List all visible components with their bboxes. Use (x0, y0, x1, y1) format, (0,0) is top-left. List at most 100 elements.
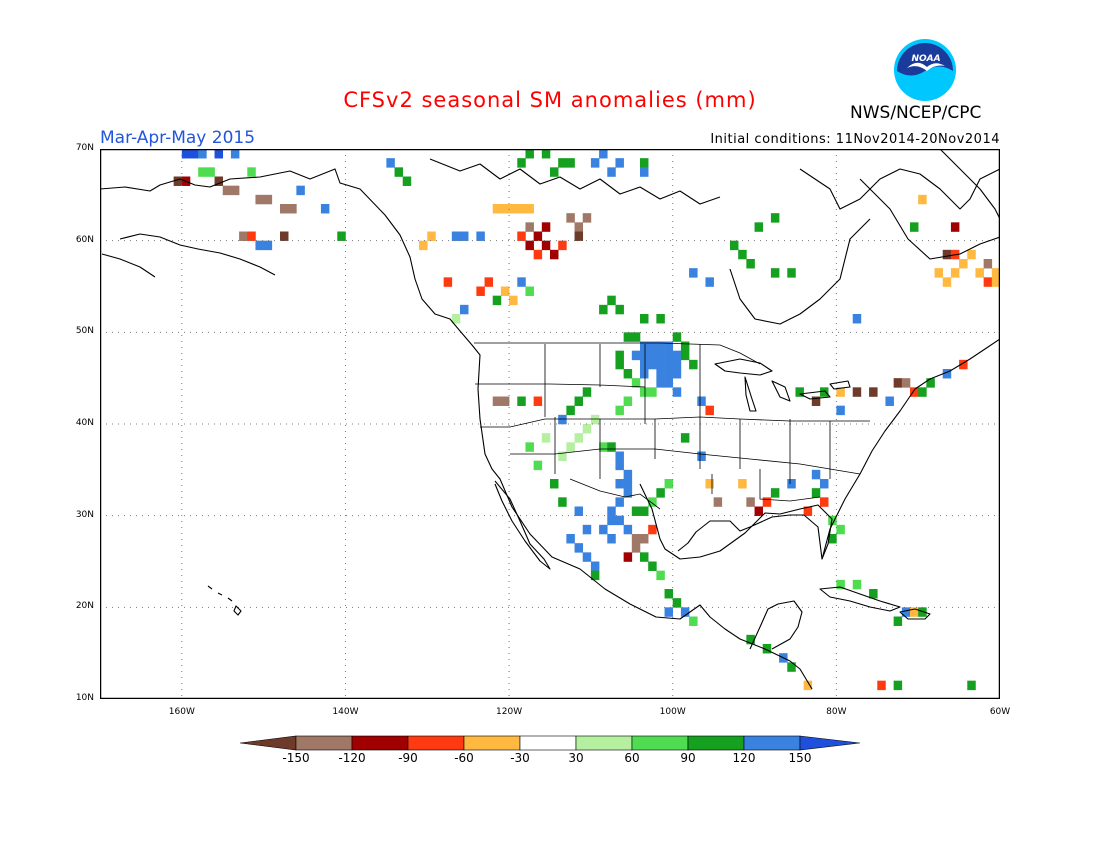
anomaly-cell (615, 497, 624, 507)
lon-label: 100W (659, 707, 686, 717)
anomaly-cell (541, 433, 551, 443)
anomaly-cell (607, 295, 616, 306)
anomaly-cell (893, 378, 903, 388)
lon-label: 160W (168, 707, 195, 717)
anomaly-cell (607, 442, 616, 452)
anomaly-cell (672, 369, 682, 379)
anomaly-cell (852, 387, 862, 397)
legend-swatch (240, 735, 297, 751)
anomaly-cell (640, 314, 649, 324)
anomaly-cell (991, 268, 1000, 278)
anomaly-cell (582, 552, 592, 562)
anomaly-cell (615, 359, 624, 370)
anomaly-cell (746, 634, 755, 645)
anomaly-cell (460, 304, 469, 315)
lat-label: 70N (75, 143, 94, 153)
anomaly-cell (918, 607, 927, 617)
anomaly-cell (517, 204, 526, 214)
anomaly-cell (828, 515, 837, 526)
anomaly-cell (214, 149, 224, 159)
anomaly-cell (672, 350, 682, 361)
anomaly-cell (230, 149, 240, 159)
noaa-logo: NOAA (894, 39, 956, 101)
anomaly-cell (631, 543, 641, 553)
anomaly-cell (574, 222, 584, 232)
legend-label: 90 (680, 751, 696, 765)
legend-label: 60 (624, 751, 640, 765)
legend-swatch (295, 735, 353, 751)
anomaly-cell (672, 332, 682, 342)
legend-label: 30 (568, 751, 584, 765)
anomaly-cell (451, 314, 461, 324)
anomaly-cell (680, 607, 690, 617)
anomaly-cell (296, 185, 305, 196)
anomaly-cell (590, 561, 600, 571)
anomaly-cell (746, 259, 755, 269)
anomaly-cell (803, 506, 813, 516)
anomaly-cell (648, 387, 657, 397)
anomaly-cell (500, 396, 510, 406)
anomaly-cell (582, 524, 592, 535)
anomaly-cell (280, 231, 289, 241)
anomaly-cell (386, 158, 395, 168)
anomaly-cell (656, 314, 665, 324)
anomaly-cell (770, 268, 780, 278)
anomaly-cell (787, 662, 796, 672)
anomaly-cell (926, 378, 935, 388)
anomaly-cell (689, 616, 698, 626)
anomaly-cell (836, 387, 845, 397)
anomaly-cell (631, 534, 641, 544)
legend-swatch (687, 735, 745, 751)
anomaly-cell (590, 414, 600, 425)
anomaly-cell (648, 359, 657, 370)
anomaly-cell (517, 277, 526, 287)
anomaly-cell (901, 607, 911, 617)
legend-label: -60 (454, 751, 474, 765)
anomaly-cell (500, 286, 510, 296)
anomaly-cell (525, 149, 534, 159)
anomaly-cell (615, 479, 624, 489)
lon-label: 80W (826, 707, 847, 717)
anomaly-cell (566, 442, 575, 452)
anomaly-cell (672, 598, 682, 608)
anomaly-cell (525, 442, 534, 452)
anomaly-cell (820, 497, 829, 507)
anomaly-cell (640, 341, 649, 351)
anomaly-cell (590, 158, 600, 168)
anomaly-cell (893, 616, 903, 626)
anomaly-cell (754, 506, 764, 516)
anomaly-cell (640, 506, 649, 516)
anomaly-cell (427, 231, 436, 241)
anomaly-cell (533, 460, 543, 471)
anomaly-cell (836, 579, 845, 590)
anomaly-cell (558, 451, 567, 461)
anomaly-cell (950, 222, 960, 232)
anomaly-cell (811, 488, 821, 498)
anomaly-cell (517, 396, 526, 406)
anomaly-cell (590, 570, 600, 581)
anomaly-cell (550, 167, 559, 177)
lat-label: 60N (75, 234, 94, 245)
anomaly-cell (656, 350, 665, 361)
legend-swatch (351, 735, 409, 751)
anomaly-cell (476, 231, 485, 241)
anomaly-cell (738, 249, 747, 260)
anomaly-cell (451, 231, 461, 241)
anomaly-cell (811, 469, 821, 480)
anomaly-cell (288, 204, 297, 214)
legend-label: -90 (398, 751, 418, 765)
anomaly-cell (599, 442, 608, 452)
anomaly-cell (607, 506, 616, 516)
anomaly-cell (615, 158, 624, 168)
anomaly-cell (574, 231, 584, 241)
anomaly-cell (664, 341, 674, 351)
anomaly-cell (599, 524, 608, 535)
anomaly-cell (656, 369, 665, 379)
legend-swatch (519, 735, 577, 751)
anomaly-cell (631, 350, 641, 361)
anomaly-cell (402, 176, 412, 186)
legend-swatch (799, 735, 860, 751)
anomaly-cell (689, 268, 698, 278)
anomaly-cell (525, 204, 534, 214)
anomaly-cell (803, 680, 813, 691)
